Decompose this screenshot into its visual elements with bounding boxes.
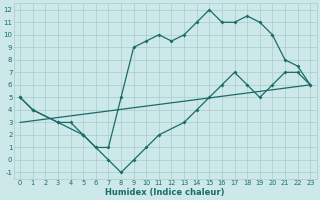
X-axis label: Humidex (Indice chaleur): Humidex (Indice chaleur) [106,188,225,197]
